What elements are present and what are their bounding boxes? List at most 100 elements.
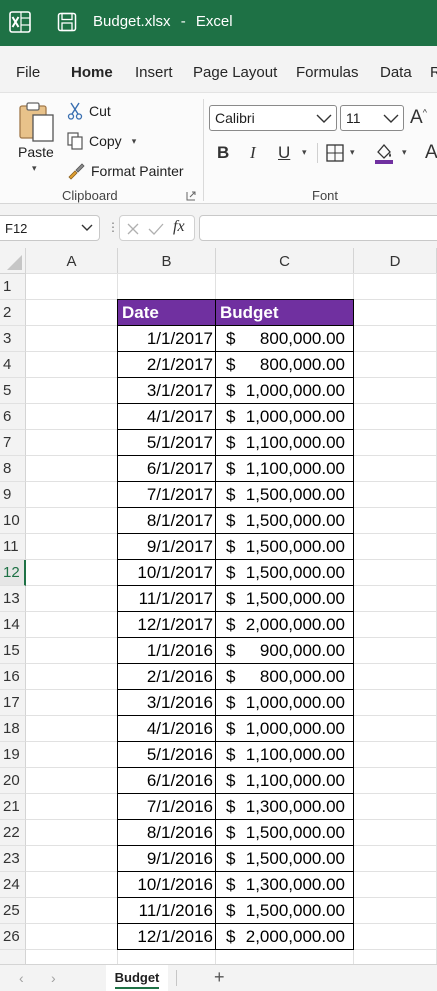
budget-cell[interactable]: $1,000,000.00 (216, 404, 354, 430)
budget-cell[interactable]: $900,000.00 (216, 638, 354, 664)
date-cell[interactable]: 6/1/2017 (146, 459, 213, 478)
copy-dropdown-chevron-icon[interactable]: ▾ (131, 135, 137, 146)
row-header-5[interactable]: 5 (0, 378, 26, 404)
date-cell[interactable]: 12/1/2016 (137, 927, 213, 946)
date-cell[interactable]: 3/1/2016 (146, 693, 213, 712)
row-header-3[interactable]: 3 (0, 326, 26, 352)
row-header-21[interactable]: 21 (0, 794, 26, 820)
fill-color-dropdown-chevron-icon[interactable]: ▾ (402, 147, 407, 157)
underline-button[interactable]: U (278, 143, 291, 162)
formula-input[interactable] (199, 215, 437, 241)
budget-cell[interactable]: $1,000,000.00 (216, 690, 354, 716)
insert-function-button[interactable]: fx (173, 218, 185, 235)
date-cell[interactable]: 9/1/2016 (146, 849, 213, 868)
row-header-15[interactable]: 15 (0, 638, 26, 664)
date-cell[interactable]: 8/1/2016 (146, 823, 213, 842)
row-header-14[interactable]: 14 (0, 612, 26, 638)
sheet-tab-budget[interactable]: Budget (106, 965, 168, 991)
tab-data[interactable]: Data (380, 64, 412, 81)
budget-cell[interactable]: $1,500,000.00 (216, 534, 354, 560)
row-header-25[interactable]: 25 (0, 898, 26, 924)
row-header-10[interactable]: 10 (0, 508, 26, 534)
row-header-7[interactable]: 7 (0, 430, 26, 456)
date-cell[interactable]: 1/1/2016 (146, 641, 213, 660)
budget-cell[interactable]: $1,000,000.00 (216, 378, 354, 404)
budget-cell[interactable]: $1,100,000.00 (216, 430, 354, 456)
font-size-select[interactable]: 11 (340, 105, 404, 131)
add-sheet-button[interactable]: + (214, 967, 225, 987)
name-box[interactable]: F12 (0, 215, 100, 241)
cancel-icon[interactable] (126, 222, 140, 236)
worksheet-grid[interactable]: A B C D 1 2 3 4 5 6 7 8 9 10 11 12 13 14 15 16 17 18 19 20 2… (0, 248, 437, 964)
underline-dropdown-chevron-icon[interactable]: ▾ (302, 147, 307, 157)
date-cell[interactable]: 2/1/2017 (146, 355, 213, 374)
date-cell[interactable]: 1/1/2017 (146, 329, 213, 348)
italic-button[interactable]: I (250, 143, 256, 162)
date-cell[interactable]: 5/1/2017 (146, 433, 213, 452)
column-header-c[interactable]: C (216, 248, 354, 274)
paste-dropdown-chevron-icon[interactable]: ▾ (32, 163, 37, 173)
budget-cell[interactable]: $1,100,000.00 (216, 768, 354, 794)
fill-color-icon[interactable] (373, 141, 395, 165)
tab-file[interactable]: File (16, 64, 41, 81)
budget-cell[interactable]: $1,100,000.00 (216, 456, 354, 482)
row-header-18[interactable]: 18 (0, 716, 26, 742)
date-cell[interactable]: 6/1/2016 (146, 771, 213, 790)
save-icon[interactable] (57, 12, 77, 32)
row-header-11[interactable]: 11 (0, 534, 26, 560)
tab-review-truncated[interactable]: R (430, 64, 437, 81)
font-color-button-truncated[interactable]: A (425, 142, 437, 163)
budget-cell[interactable]: $1,500,000.00 (216, 846, 354, 872)
row-header-2[interactable]: 2 (0, 300, 26, 326)
bold-button[interactable]: B (217, 143, 230, 162)
row-header-4[interactable]: 4 (0, 352, 26, 378)
date-cell[interactable]: 2/1/2016 (146, 667, 213, 686)
column-header-d[interactable]: D (354, 248, 437, 274)
budget-cell[interactable]: $1,500,000.00 (216, 560, 354, 586)
budget-cell[interactable]: $1,500,000.00 (216, 820, 354, 846)
row-header-13[interactable]: 13 (0, 586, 26, 612)
paste-button[interactable]: Paste (18, 144, 54, 160)
date-cell[interactable]: 8/1/2017 (146, 511, 213, 530)
row-header-24[interactable]: 24 (0, 872, 26, 898)
row-header-22[interactable]: 22 (0, 820, 26, 846)
budget-cell[interactable]: $1,500,000.00 (216, 586, 354, 612)
row-header-17[interactable]: 17 (0, 690, 26, 716)
budget-cell[interactable]: $1,300,000.00 (216, 872, 354, 898)
row-header-23[interactable]: 23 (0, 846, 26, 872)
sheet-nav-next-icon[interactable]: › (51, 970, 56, 986)
budget-cell[interactable]: $1,100,000.00 (216, 742, 354, 768)
row-header-12[interactable]: 12 (0, 560, 26, 586)
format-painter-button[interactable]: Format Painter (67, 160, 184, 182)
date-cell[interactable]: 12/1/2017 (137, 615, 213, 634)
paste-icon[interactable] (17, 101, 57, 145)
budget-cell[interactable]: $1,500,000.00 (216, 482, 354, 508)
tab-formulas[interactable]: Formulas (296, 64, 359, 81)
clipboard-dialog-launcher-icon[interactable] (186, 191, 196, 201)
tab-insert[interactable]: Insert (135, 64, 173, 81)
row-header-16[interactable]: 16 (0, 664, 26, 690)
date-cell[interactable]: 11/1/2017 (138, 589, 213, 608)
column-header-b[interactable]: B (118, 248, 216, 274)
borders-dropdown-chevron-icon[interactable]: ▾ (350, 147, 355, 157)
tab-home[interactable]: Home (71, 64, 113, 81)
select-all-button[interactable] (0, 248, 26, 274)
formula-bar-resize-handle[interactable]: ⋮ (107, 220, 119, 234)
budget-cell[interactable]: $2,000,000.00 (216, 612, 354, 638)
budget-cell[interactable]: $2,000,000.00 (216, 924, 354, 950)
row-header-6[interactable]: 6 (0, 404, 26, 430)
row-header-9[interactable]: 9 (0, 482, 26, 508)
copy-button[interactable]: Copy ▾ (67, 130, 136, 152)
header-cell-date[interactable]: Date (118, 300, 216, 326)
grow-font-button[interactable]: A^ (410, 107, 427, 128)
date-cell[interactable]: 5/1/2016 (146, 745, 213, 764)
date-cell[interactable]: 3/1/2017 (146, 381, 213, 400)
date-cell[interactable]: 7/1/2017 (146, 485, 213, 504)
row-header-26[interactable]: 26 (0, 924, 26, 950)
budget-cell[interactable]: $800,000.00 (216, 326, 354, 352)
cut-button[interactable]: Cut (67, 100, 111, 122)
date-cell[interactable]: 9/1/2017 (146, 537, 213, 556)
enter-check-icon[interactable] (148, 222, 164, 236)
budget-cell[interactable]: $1,000,000.00 (216, 716, 354, 742)
column-header-a[interactable]: A (26, 248, 118, 274)
